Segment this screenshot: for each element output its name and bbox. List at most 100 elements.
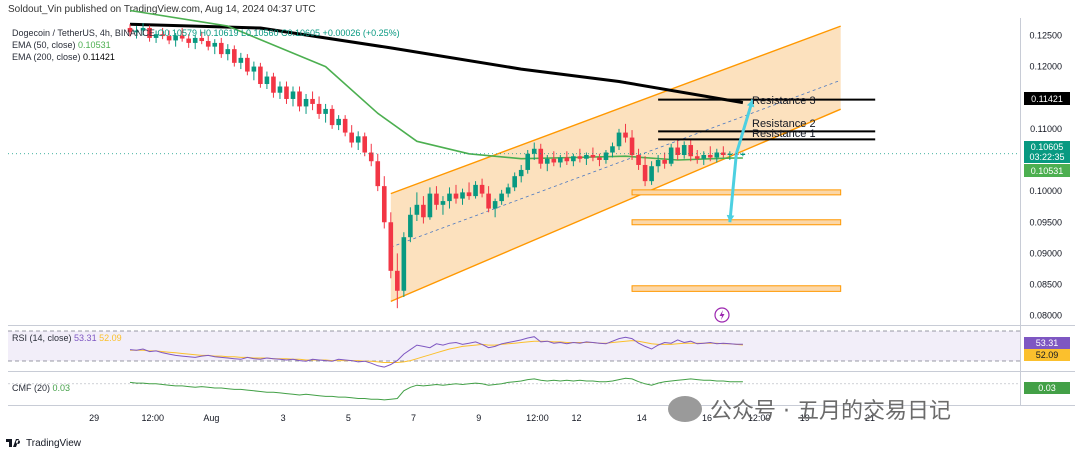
candle <box>414 192 420 222</box>
support-zones[interactable] <box>631 189 842 292</box>
candle <box>297 86 302 112</box>
ema50-line[interactable] <box>129 9 743 161</box>
cmf-legend[interactable]: CMF (20) 0.03 <box>12 383 70 393</box>
channel-upper-line <box>390 25 841 195</box>
candle <box>140 22 146 36</box>
time-tick-label: 12 <box>572 413 582 423</box>
candle <box>212 39 218 55</box>
candle-body <box>245 57 250 72</box>
candle <box>355 131 361 151</box>
candle <box>362 132 368 157</box>
candle-body <box>466 192 472 197</box>
candle <box>395 253 400 309</box>
legend-symbol[interactable]: Dogecoin / TetherUS, 4h, BINANCE O0.1057… <box>12 28 400 38</box>
price-tick-label: 0.12000 <box>1029 62 1062 72</box>
support-zone-2 <box>631 219 842 226</box>
candle-body <box>166 36 172 41</box>
candle <box>629 130 635 160</box>
candle <box>290 86 296 107</box>
candle-body <box>492 201 498 209</box>
ema200-line[interactable] <box>129 22 744 105</box>
legend-ema200[interactable]: EMA (200, close) 0.11421 <box>12 52 115 62</box>
candle <box>577 148 583 163</box>
candle-body <box>512 176 517 188</box>
candle <box>199 31 205 45</box>
candle-body <box>212 42 218 47</box>
ascending-channel[interactable] <box>390 25 841 302</box>
candle-body <box>388 222 394 271</box>
candle-body <box>505 187 511 194</box>
candle-body <box>218 42 224 55</box>
candle <box>310 91 315 111</box>
price-tick-label: 0.11000 <box>1030 124 1062 134</box>
time-tick-label: 12:00 <box>526 413 549 423</box>
candle <box>225 44 231 61</box>
price-tick-label: 0.12500 <box>1029 30 1062 40</box>
candle-body <box>531 148 537 154</box>
candle <box>584 152 589 165</box>
arrow-head-2 <box>726 214 735 223</box>
candle <box>153 30 159 43</box>
candle <box>707 146 713 162</box>
candle <box>277 81 283 99</box>
candle-body <box>623 132 628 138</box>
rsi-legend[interactable]: RSI (14, close) 53.31 52.09 <box>12 333 122 343</box>
candle-body <box>179 35 185 39</box>
candle-body <box>408 214 413 238</box>
time-axis[interactable]: 29 12:00 Aug 3 5 7 9 12:00 12 14 16 12:00 19 21 <box>89 413 875 423</box>
candle-body <box>577 156 583 159</box>
candle-body <box>486 193 491 209</box>
candle-body <box>518 169 524 177</box>
forecast-arrows[interactable] <box>726 99 755 223</box>
candle-body <box>186 38 191 43</box>
candle <box>179 27 185 42</box>
time-tick-label: 14 <box>637 413 647 423</box>
candle <box>381 176 387 229</box>
candle-body <box>473 184 478 197</box>
candle-body <box>538 148 544 164</box>
candle <box>173 32 178 47</box>
candle-body <box>707 154 713 158</box>
channel-lower-line <box>390 108 841 302</box>
candle-body <box>232 49 237 63</box>
candle <box>610 142 615 158</box>
candle-body <box>329 108 335 126</box>
channel-mid-line <box>390 79 841 248</box>
time-tick-label: 16 <box>702 413 712 423</box>
candle-body <box>258 66 263 85</box>
cmf-pane[interactable] <box>8 372 1020 404</box>
rsi-lines <box>8 330 1020 368</box>
candle <box>544 154 550 172</box>
candle <box>303 93 309 114</box>
candle-body <box>271 76 276 93</box>
candle <box>681 141 687 159</box>
legend-ema50[interactable]: EMA (50, close) 0.10531 <box>12 40 111 50</box>
candle-body <box>649 166 654 182</box>
time-tick-label: 21 <box>865 413 875 423</box>
candle-body <box>714 152 720 158</box>
candlesticks[interactable] <box>127 22 746 309</box>
candle-body <box>225 49 231 55</box>
candle-body <box>636 154 641 165</box>
flash-icon[interactable] <box>714 307 730 323</box>
price-tag-ema200: 0.11421 <box>1024 92 1070 105</box>
candle <box>668 143 674 167</box>
resistance-2-label[interactable]: Resistance 2 <box>752 118 816 130</box>
svg-text:0.10605: 0.10605 <box>1031 142 1064 152</box>
candle-body <box>610 146 615 153</box>
candle <box>186 34 191 48</box>
candle <box>499 189 504 205</box>
arrow-shaft-2 <box>728 153 738 223</box>
candle <box>218 37 224 58</box>
candle <box>368 143 374 167</box>
footer-brand[interactable]: TradingView <box>6 436 81 450</box>
candle <box>688 140 694 162</box>
candle <box>166 30 172 45</box>
candle-body <box>453 193 459 199</box>
resistance-1-label[interactable]: Resistance 1 <box>752 128 816 140</box>
candle-body <box>303 98 309 107</box>
resistance-lines[interactable] <box>658 98 876 141</box>
resistance-3-label[interactable]: Resistance 3 <box>752 95 816 107</box>
candle <box>636 148 641 170</box>
